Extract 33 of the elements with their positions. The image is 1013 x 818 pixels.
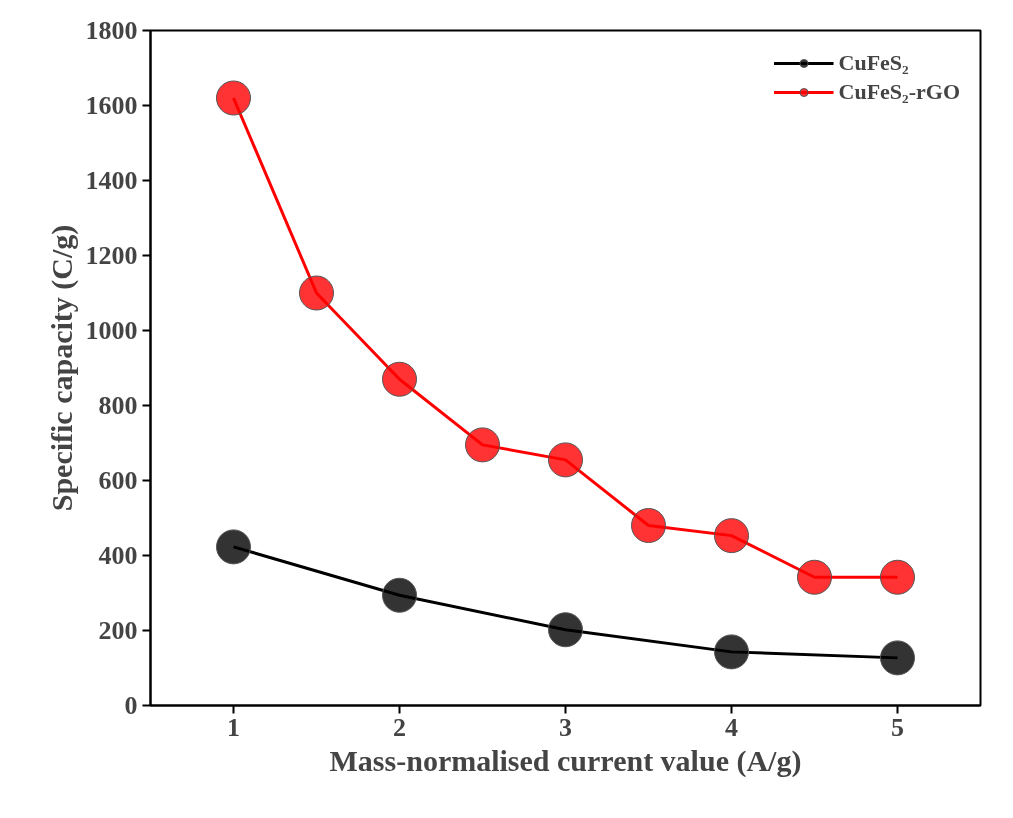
point	[714, 634, 749, 670]
point	[880, 640, 915, 676]
point	[465, 427, 500, 463]
y-tick-label: 800	[98, 391, 138, 420]
point	[382, 361, 417, 397]
y-tick-label: 200	[98, 616, 138, 645]
point	[299, 275, 334, 311]
x-axis-title: Mass-normalised current value (A/g)	[329, 743, 802, 778]
x-tick-label: 2	[393, 712, 406, 742]
y-tick-label: 1200	[85, 241, 138, 270]
y-tick-label: 600	[98, 466, 138, 495]
point	[880, 559, 915, 595]
point	[216, 529, 251, 565]
legend-label: CuFeS₂-rGO	[838, 79, 960, 105]
y-tick-label: 1000	[85, 316, 138, 345]
x-tick-label: 5	[891, 712, 904, 742]
y-tick-label: 1800	[85, 16, 138, 45]
point	[548, 612, 583, 648]
y-tick-label: 1400	[85, 166, 138, 195]
y-tick-label: 1600	[85, 91, 138, 120]
x-tick-label: 3	[559, 712, 572, 742]
point	[216, 80, 251, 116]
point	[631, 508, 666, 543]
point	[714, 518, 749, 554]
y-axis-title: Specific capacity (C/g)	[44, 224, 79, 512]
legend-label: CuFeS₂	[838, 50, 909, 76]
point	[548, 442, 583, 478]
point	[382, 577, 417, 613]
x-tick-label: 1	[227, 712, 240, 742]
point	[797, 559, 832, 595]
x-tick-label: 4	[725, 712, 738, 742]
y-tick-label: 400	[98, 541, 138, 570]
y-tick-label: 0	[124, 691, 138, 720]
